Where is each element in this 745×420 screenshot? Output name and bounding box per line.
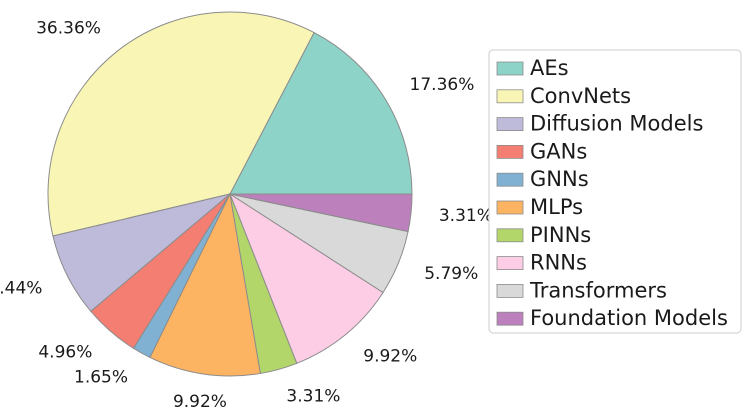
pie-label-rnns: 9.92% [363, 346, 417, 366]
legend-label-convnets: ConvNets [530, 84, 631, 108]
pie-label-aes: 17.36% [410, 75, 475, 95]
legend-label-aes: AEs [530, 56, 569, 80]
pie-label-transformers: 5.79% [424, 264, 478, 284]
legend-label-gnns: GNNs [530, 167, 589, 191]
pie-label-gnns: 1.65% [74, 368, 128, 388]
legend-label-gans: GANs [530, 139, 587, 163]
pie-percent-labels: 17.36% 36.36% 7.44% 4.96% 1.65% 9.92% 3.31% 9.9… [0, 18, 493, 412]
legend-swatch-gans [496, 144, 524, 159]
legend-label-diffusion-models: Diffusion Models [530, 112, 703, 136]
pie-label-convnets: 36.36% [36, 18, 101, 38]
pie-slice-mlps [149, 192, 262, 377]
pie-slice-rnns [228, 192, 384, 364]
pie-slice-aes [229, 31, 413, 195]
legend-swatch-rnns [496, 256, 524, 271]
pie-label-foundation-models: 3.31% [439, 206, 493, 226]
legend-swatch-foundation-models [496, 311, 524, 326]
pie-slice-foundation-models [229, 193, 413, 233]
legend-swatch-diffusion-models [496, 117, 524, 131]
legend: AEs ConvNets Diffusion Models GANs GNNs MLPs P… [488, 49, 742, 334]
legend-frame [488, 49, 742, 334]
legend-label-foundation-models: Foundation Models [530, 306, 728, 330]
legend-swatch-gnns [496, 172, 524, 187]
legend-swatch-aes [496, 61, 524, 76]
pie-slices [47, 11, 413, 377]
pie-label-diffusion-models: 7.44% [0, 278, 42, 298]
legend-items: AEs ConvNets Diffusion Models GANs GNNs MLPs P… [496, 56, 728, 330]
pie-label-gans: 4.96% [38, 343, 92, 363]
legend-swatch-convnets [496, 89, 524, 104]
pie-label-pinns: 3.31% [286, 386, 340, 406]
legend-label-transformers: Transformers [529, 278, 667, 302]
legend-label-pinns: PINNs [530, 223, 591, 247]
pie-slice-convnets [47, 11, 315, 237]
legend-swatch-mlps [496, 200, 524, 215]
legend-label-rnns: RNNs [530, 251, 587, 275]
legend-swatch-pinns [496, 228, 524, 243]
pie-label-mlps: 9.92% [173, 392, 227, 412]
legend-swatch-transformers [496, 283, 524, 298]
legend-label-mlps: MLPs [530, 195, 583, 219]
